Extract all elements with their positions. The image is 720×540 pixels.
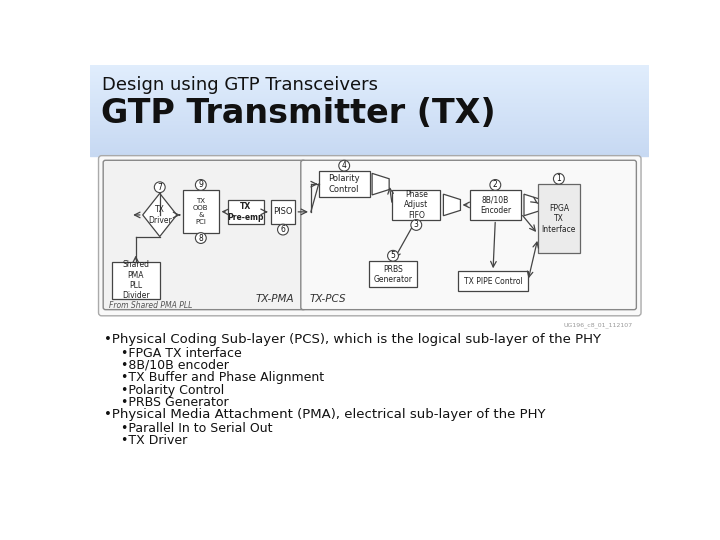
Text: Phase
Adjust
FIFO: Phase Adjust FIFO: [404, 190, 428, 220]
FancyBboxPatch shape: [99, 156, 641, 316]
FancyBboxPatch shape: [183, 190, 219, 233]
FancyBboxPatch shape: [301, 160, 636, 309]
Circle shape: [339, 160, 350, 171]
Circle shape: [154, 182, 165, 193]
Text: 7: 7: [157, 183, 162, 192]
Text: •Polarity Control: •Polarity Control: [121, 383, 224, 396]
Text: •Parallel In to Serial Out: •Parallel In to Serial Out: [121, 422, 272, 435]
Text: TX PIPE Control: TX PIPE Control: [464, 276, 523, 286]
Text: TX-PCS: TX-PCS: [310, 294, 346, 303]
Circle shape: [490, 179, 500, 190]
Circle shape: [195, 233, 206, 244]
FancyBboxPatch shape: [369, 261, 417, 287]
Polygon shape: [372, 173, 389, 195]
Text: TX
Driver: TX Driver: [148, 205, 171, 225]
Text: •TX Driver: •TX Driver: [121, 434, 187, 448]
FancyBboxPatch shape: [538, 184, 580, 253]
Polygon shape: [444, 194, 461, 215]
Text: •TX Buffer and Phase Alignment: •TX Buffer and Phase Alignment: [121, 372, 324, 384]
FancyBboxPatch shape: [458, 271, 528, 291]
Text: 5: 5: [390, 251, 395, 260]
Polygon shape: [524, 194, 541, 215]
Polygon shape: [143, 193, 177, 237]
Text: 9: 9: [199, 180, 203, 190]
FancyBboxPatch shape: [228, 200, 264, 224]
Text: •8B/10B encoder: •8B/10B encoder: [121, 359, 229, 372]
Text: PISO: PISO: [273, 207, 293, 217]
Text: TX
OOB
&
PCI: TX OOB & PCI: [193, 198, 209, 225]
Text: •Physical Coding Sub-layer (PCS), which is the logical sub-layer of the PHY: •Physical Coding Sub-layer (PCS), which …: [104, 333, 601, 346]
Text: TX-PMA: TX-PMA: [255, 294, 294, 303]
Circle shape: [554, 173, 564, 184]
Text: 1: 1: [557, 174, 562, 183]
Text: •PRBS Generator: •PRBS Generator: [121, 396, 229, 409]
Text: Design using GTP Transceivers: Design using GTP Transceivers: [102, 76, 379, 93]
Text: •Physical Media Attachment (PMA), electrical sub-layer of the PHY: •Physical Media Attachment (PMA), electr…: [104, 408, 546, 421]
Circle shape: [277, 224, 289, 235]
Text: 8B/10B
Encoder: 8B/10B Encoder: [480, 195, 511, 214]
FancyBboxPatch shape: [103, 160, 305, 309]
Text: 8: 8: [199, 233, 203, 242]
Circle shape: [411, 220, 422, 231]
Text: Polarity
Control: Polarity Control: [328, 174, 360, 194]
FancyBboxPatch shape: [271, 200, 295, 224]
Text: From Shared PMA PLL: From Shared PMA PLL: [109, 301, 192, 309]
Text: UG196_c8_01_112107: UG196_c8_01_112107: [563, 323, 632, 328]
Text: 3: 3: [414, 220, 419, 230]
Text: 2: 2: [493, 180, 498, 190]
FancyBboxPatch shape: [392, 190, 441, 220]
Text: 6: 6: [281, 225, 285, 234]
Text: •FPGA TX interface: •FPGA TX interface: [121, 347, 242, 360]
Circle shape: [195, 179, 206, 190]
Text: TX
Pre-emp: TX Pre-emp: [228, 202, 264, 221]
FancyBboxPatch shape: [319, 171, 370, 197]
Text: Shared
PMA
PLL
Divider: Shared PMA PLL Divider: [122, 260, 150, 300]
Text: FPGA
TX
Interface: FPGA TX Interface: [541, 204, 576, 234]
FancyBboxPatch shape: [469, 190, 521, 220]
Text: GTP Transmitter (TX): GTP Transmitter (TX): [101, 97, 495, 130]
Circle shape: [387, 251, 398, 261]
Text: 4: 4: [342, 161, 346, 170]
FancyBboxPatch shape: [112, 262, 160, 299]
Text: PRBS
Generator: PRBS Generator: [374, 265, 413, 284]
